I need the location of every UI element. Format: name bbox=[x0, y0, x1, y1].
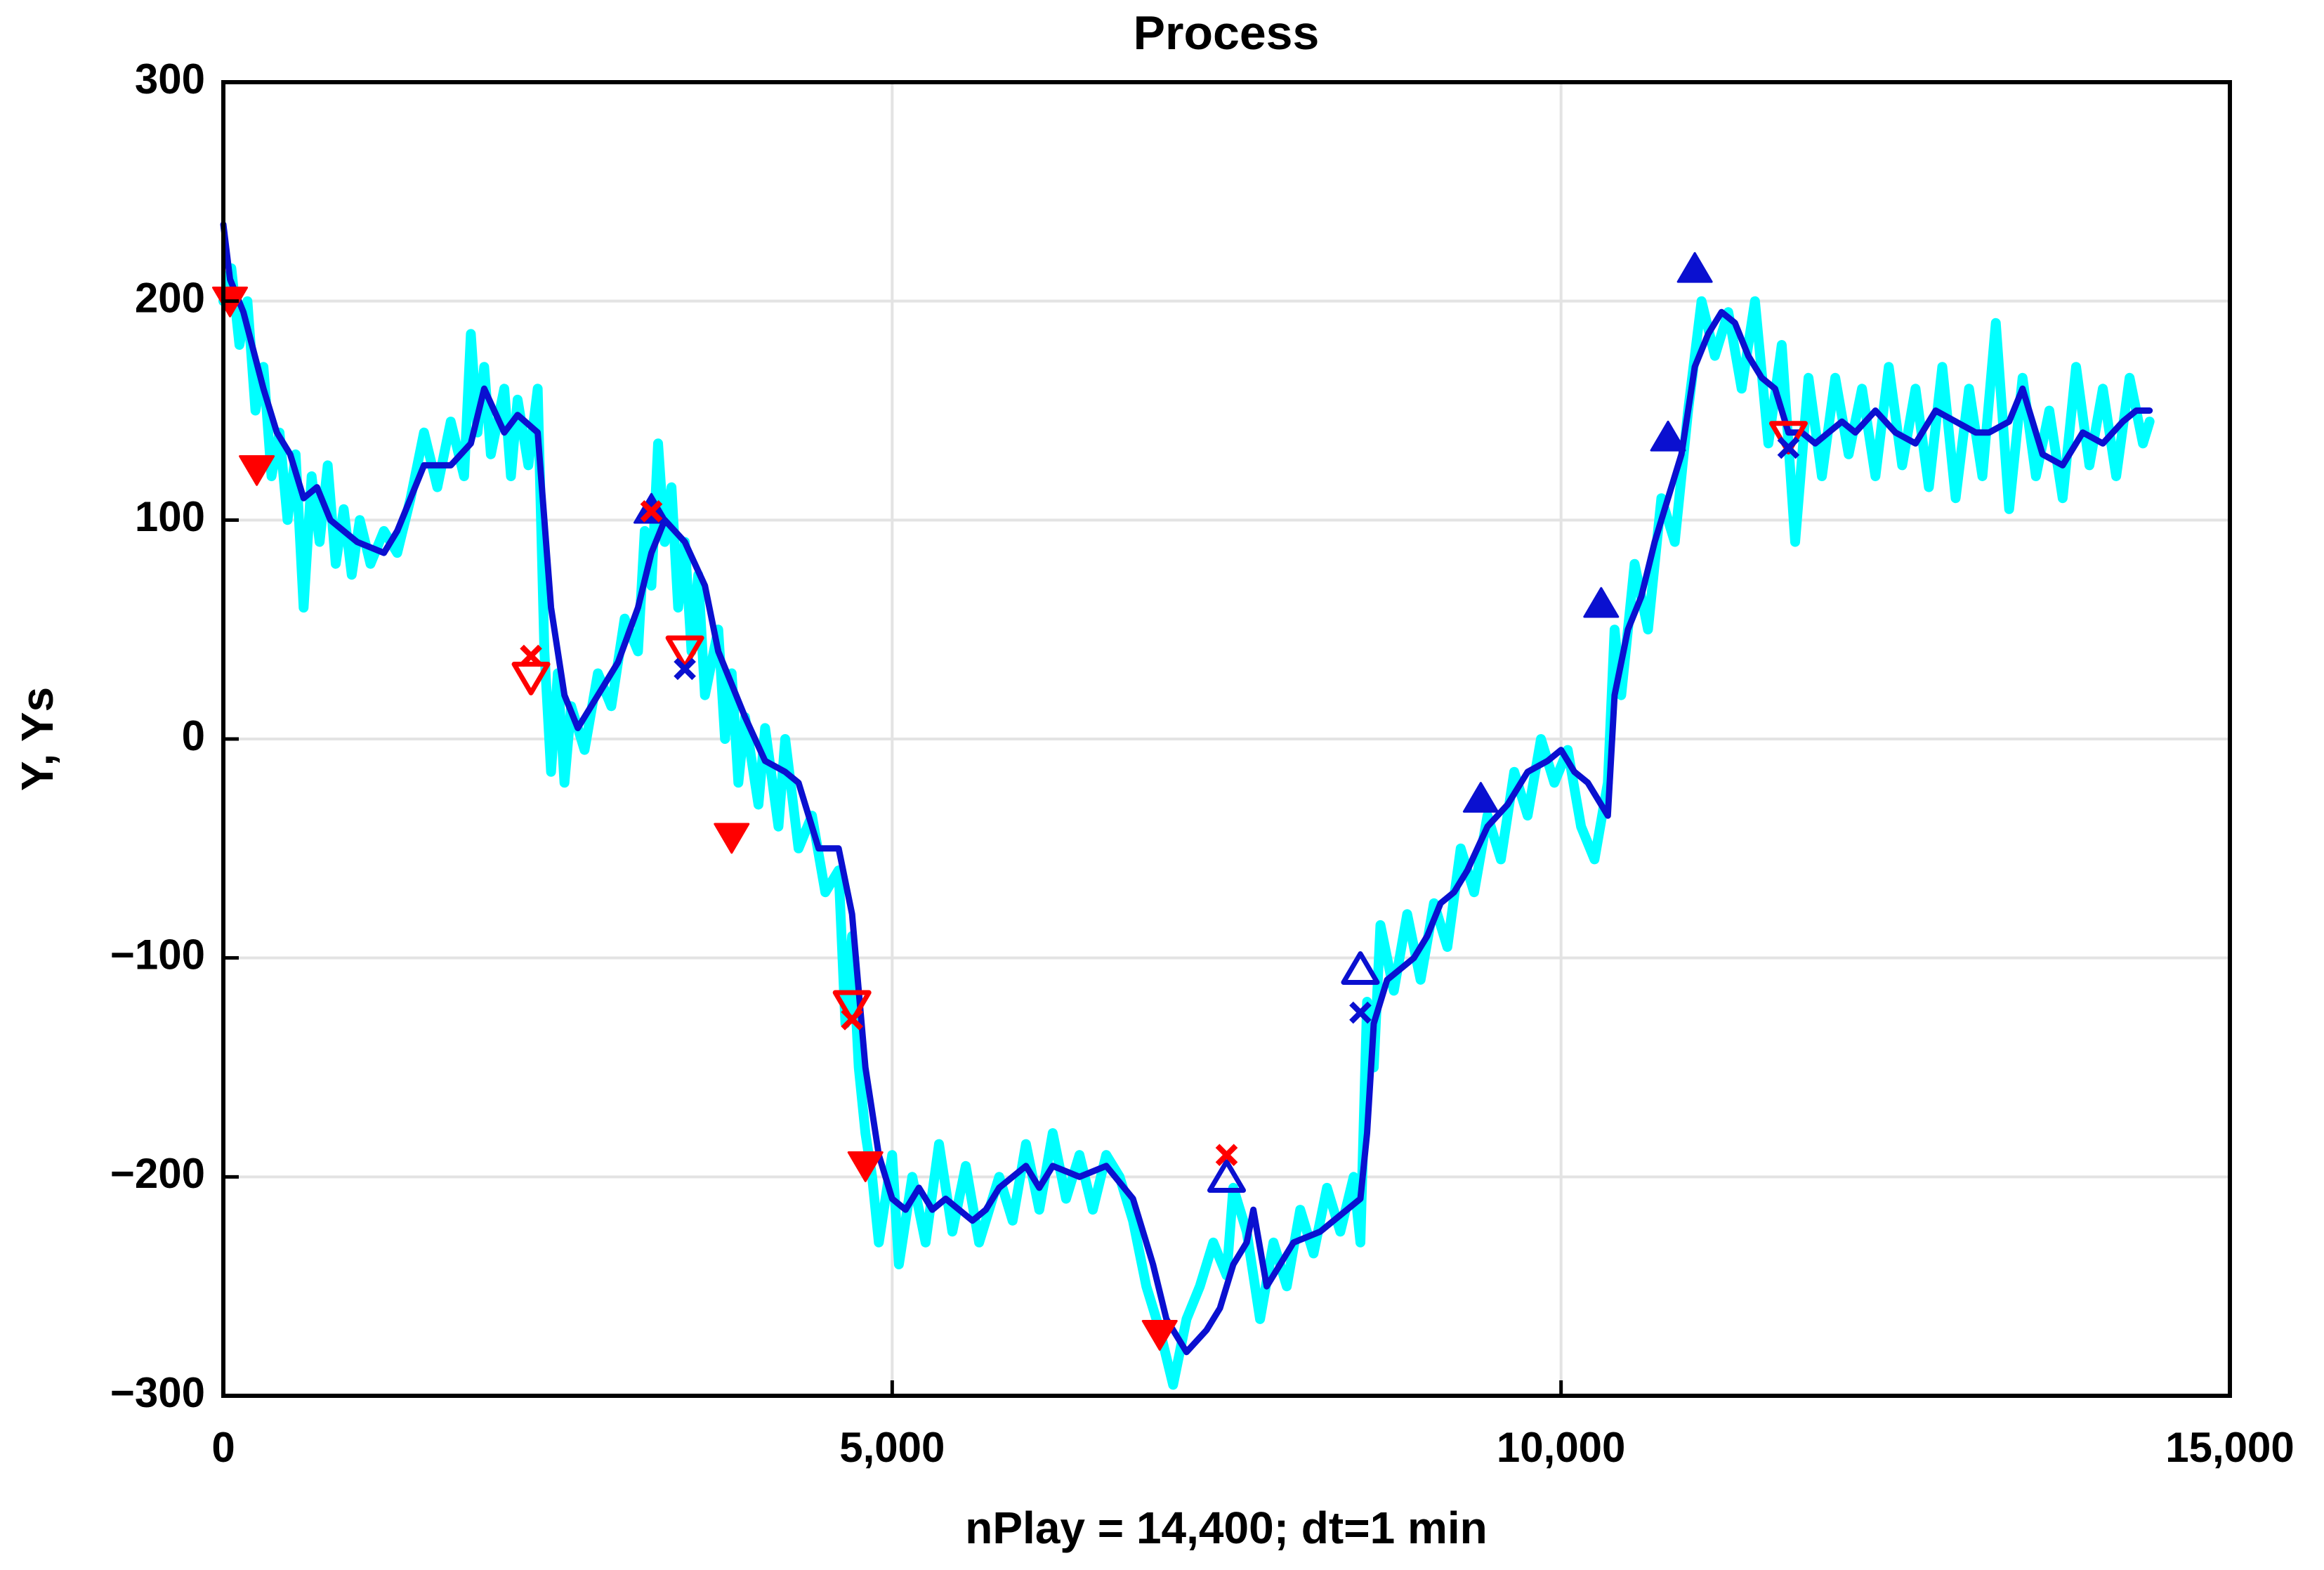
cross-marker bbox=[1777, 436, 1800, 459]
cross-marker bbox=[1215, 1144, 1238, 1166]
y-tick-label: 0 bbox=[182, 712, 205, 759]
y-tick-label: 300 bbox=[135, 55, 205, 103]
cross-marker bbox=[640, 500, 663, 523]
x-tick-label: 5,000 bbox=[839, 1424, 945, 1471]
triangle-down-marker bbox=[665, 635, 704, 669]
data-line bbox=[218, 263, 2155, 1390]
y-tick-label: −200 bbox=[110, 1150, 205, 1197]
triangle-up-marker bbox=[1462, 782, 1499, 813]
chart-title: Process bbox=[1134, 6, 1320, 60]
x-tick-label: 15,000 bbox=[2165, 1424, 2295, 1471]
y-tick-label: 200 bbox=[135, 275, 205, 322]
cross-marker bbox=[841, 1008, 864, 1031]
triangle-up-marker bbox=[1341, 951, 1380, 985]
x-axis-label: nPlay = 14,400; dt=1 min bbox=[965, 1503, 1487, 1553]
x-tick-label: 0 bbox=[211, 1424, 235, 1471]
triangle-down-marker bbox=[847, 1151, 884, 1182]
x-tick-label: 10,000 bbox=[1497, 1424, 1626, 1471]
triangle-down-marker bbox=[511, 662, 551, 695]
y-tick-label: 100 bbox=[135, 493, 205, 540]
triangle-down-marker bbox=[1768, 421, 1808, 454]
cross-marker bbox=[520, 644, 542, 667]
y-tick-label: −300 bbox=[110, 1369, 205, 1416]
triangle-down-marker bbox=[239, 454, 275, 486]
triangle-up-marker bbox=[1676, 251, 1713, 283]
cross-marker bbox=[674, 658, 696, 681]
triangle-down-marker bbox=[832, 990, 872, 1024]
ticks: 0 5,000 10,000 15,000 300 200 100 0 −100 −200 −300 bbox=[110, 55, 2295, 1471]
cross-marker bbox=[1349, 1001, 1372, 1024]
triangle-up-marker bbox=[1207, 1159, 1246, 1193]
plot-area bbox=[212, 221, 2155, 1390]
triangle-up-marker bbox=[1650, 420, 1686, 452]
triangle-down-marker bbox=[1141, 1320, 1178, 1351]
y-tick-label: −100 bbox=[110, 931, 205, 979]
y-axis-label: Y, Ys bbox=[12, 687, 63, 791]
triangle-up-marker bbox=[1583, 587, 1620, 618]
triangle-down-marker bbox=[714, 823, 750, 854]
